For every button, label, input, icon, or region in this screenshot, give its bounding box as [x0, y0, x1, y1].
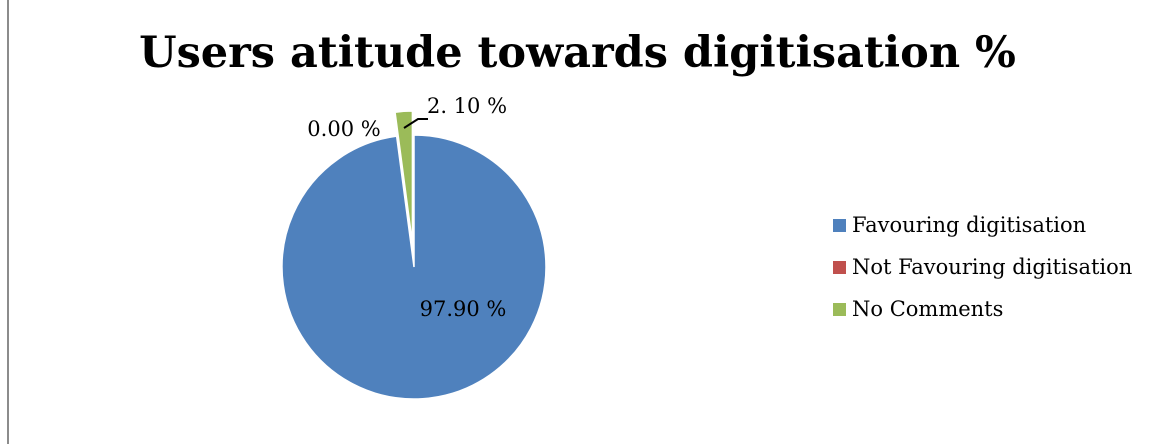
data-label-not-favouring: 0.00 % [307, 117, 380, 141]
legend-swatch-favouring [833, 218, 846, 232]
legend-label-not-favouring: Not Favouring digitisation [852, 255, 1133, 279]
legend-label-favouring: Favouring digitisation [852, 213, 1087, 237]
data-label-no-comments: 2. 10 % [427, 94, 507, 118]
leader-line-no-comments [403, 118, 428, 129]
legend-item-no-comments: No Comments [833, 288, 1132, 330]
legend-item-not-favouring: Not Favouring digitisation [833, 246, 1132, 288]
legend-item-favouring: Favouring digitisation [833, 204, 1132, 246]
legend-swatch-not-favouring [833, 260, 846, 274]
data-label-favouring: 97.90 % [420, 297, 507, 321]
legend-label-no-comments: No Comments [852, 297, 1004, 321]
legend-swatch-no-comments [833, 302, 846, 316]
pie-slice-no-comments [394, 110, 414, 244]
left-border-line [7, 0, 9, 444]
chart-title: Users atitude towards digitisation % [139, 28, 1016, 78]
chart-legend: Favouring digitisation Not Favouring dig… [833, 204, 1132, 330]
pie-slice-favouring [281, 134, 547, 400]
